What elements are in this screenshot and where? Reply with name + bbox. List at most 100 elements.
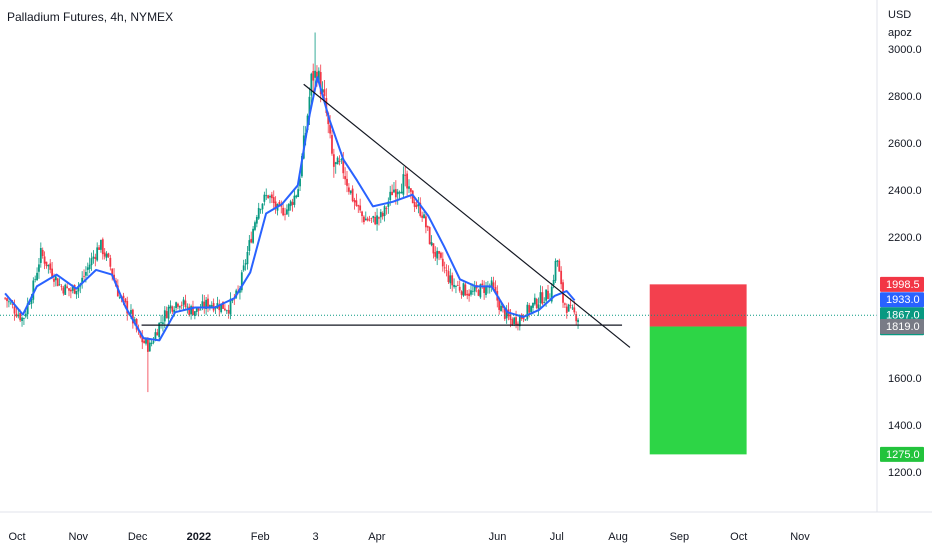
candle-body-15 xyxy=(32,280,35,300)
x-tick-label: Dec xyxy=(128,531,148,543)
candle-body-245 xyxy=(464,284,467,296)
candle-body-180 xyxy=(342,158,345,174)
candle-body-35 xyxy=(69,289,72,292)
position-tool[interactable] xyxy=(649,284,747,455)
x-tick-label: Oct xyxy=(730,531,747,543)
candle-body-155 xyxy=(295,195,298,198)
candle-body-277 xyxy=(524,319,527,321)
descending-trendline[interactable] xyxy=(303,83,631,348)
candle-body-209 xyxy=(396,191,399,195)
y-tick-label: 1400.0 xyxy=(888,420,922,432)
candle-body-272 xyxy=(515,317,517,326)
candle-body-279 xyxy=(528,305,531,313)
candle-body-28 xyxy=(56,278,59,287)
candle-body-98 xyxy=(188,306,191,316)
candle-body-128 xyxy=(244,263,247,265)
candle-body-101 xyxy=(193,311,196,316)
currency-label: USD xyxy=(888,9,911,21)
candle-body-30 xyxy=(60,286,63,288)
candle-body-269 xyxy=(509,314,512,320)
candle-body-74 xyxy=(143,340,146,344)
candle-body-87 xyxy=(167,306,170,319)
candle-body-80 xyxy=(154,332,157,341)
candle-body-249 xyxy=(471,290,474,292)
candle-body-141 xyxy=(269,196,271,198)
candle-body-202 xyxy=(383,206,386,216)
candle-body-64 xyxy=(124,298,127,303)
price-badge-label: 1998.5 xyxy=(886,279,920,291)
candle-body-293 xyxy=(554,260,557,281)
trendlines[interactable] xyxy=(141,83,631,348)
candle-body-130 xyxy=(248,240,251,251)
candle-body-215 xyxy=(408,186,410,189)
candle-body-43 xyxy=(85,271,87,276)
candle-body-10 xyxy=(23,318,25,319)
candle-body-106 xyxy=(203,301,206,309)
candle-body-18 xyxy=(38,264,40,272)
candle-body-137 xyxy=(261,203,264,210)
candle-body-57 xyxy=(111,268,114,275)
candle-body-49 xyxy=(96,247,99,261)
candle-body-271 xyxy=(513,317,516,324)
candle-body-163 xyxy=(310,73,313,96)
candle-body-199 xyxy=(378,217,380,219)
candle-body-266 xyxy=(503,308,506,319)
candle-body-164 xyxy=(312,71,315,81)
candle-body-79 xyxy=(152,341,155,343)
candle-body-84 xyxy=(162,322,164,325)
candle-body-131 xyxy=(250,238,253,243)
candle-body-27 xyxy=(54,276,57,281)
candle-body-105 xyxy=(201,301,204,309)
candle-body-151 xyxy=(287,204,290,211)
candle-body-258 xyxy=(488,286,491,288)
candle-body-118 xyxy=(225,310,228,312)
candle-body-47 xyxy=(92,256,95,259)
candle-body-226 xyxy=(428,227,431,245)
candle-body-280 xyxy=(530,306,532,312)
take-profit-zone[interactable] xyxy=(649,326,747,455)
candle-body-204 xyxy=(387,201,390,207)
candle-body-227 xyxy=(430,242,433,246)
candle-body-2 xyxy=(7,301,10,303)
candle-body-45 xyxy=(88,264,91,270)
candle-body-99 xyxy=(190,306,192,315)
candle-body-22 xyxy=(45,261,48,267)
candle-body-14 xyxy=(30,298,33,304)
stop-loss-zone[interactable] xyxy=(649,284,747,327)
candle-body-77 xyxy=(148,342,151,352)
candle-body-298 xyxy=(564,303,566,305)
candle-body-90 xyxy=(173,309,176,313)
candle-body-184 xyxy=(349,190,352,194)
candle-body-8 xyxy=(19,312,22,321)
candle-body-208 xyxy=(394,189,397,198)
candle-body-205 xyxy=(389,191,392,201)
candle-body-104 xyxy=(199,309,202,311)
candle-body-261 xyxy=(494,287,497,292)
candle-body-284 xyxy=(537,304,540,309)
candle-body-282 xyxy=(533,297,536,305)
candle-body-229 xyxy=(434,252,437,257)
moving-average xyxy=(4,76,576,342)
candle-body-190 xyxy=(361,211,363,217)
candle-body-89 xyxy=(171,306,174,312)
candle-body-217 xyxy=(411,190,414,204)
candle-body-140 xyxy=(267,195,270,199)
candle-body-263 xyxy=(498,299,501,310)
candle-body-11 xyxy=(24,313,27,317)
candle-body-20 xyxy=(41,249,44,257)
candle-body-165 xyxy=(314,70,316,78)
time-scale[interactable]: Oct Nov Dec 2022 Feb 3 Apr Jun Jul Aug Sep Oct Nov xyxy=(8,531,810,543)
candle-body-5 xyxy=(13,306,16,314)
candle-body-173 xyxy=(329,124,332,134)
candle-body-250 xyxy=(473,286,476,292)
candle-body-213 xyxy=(404,174,407,176)
candle-body-234 xyxy=(443,267,446,269)
y-tick-label: 2200.0 xyxy=(888,232,922,244)
candle-body-88 xyxy=(169,305,172,309)
candle-body-16 xyxy=(34,278,37,280)
candle-body-39 xyxy=(77,286,80,292)
candle-body-129 xyxy=(246,251,249,265)
candle-body-48 xyxy=(94,257,97,259)
candle-body-228 xyxy=(432,243,435,254)
